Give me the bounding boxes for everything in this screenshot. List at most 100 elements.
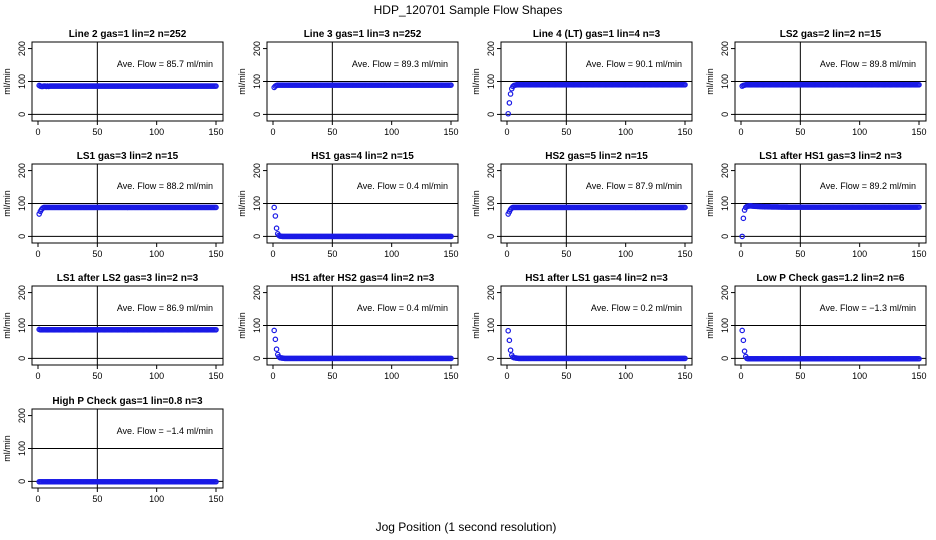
figure-xlabel: Jog Position (1 second resolution) [376, 520, 557, 534]
y-tick-label: 200 [17, 285, 27, 300]
data-point [681, 355, 687, 362]
y-tick-label: 100 [17, 318, 27, 333]
y-axis-label: ml/min [237, 190, 247, 217]
x-tick-label: 150 [911, 249, 926, 259]
y-tick-label: 100 [720, 74, 730, 89]
x-tick-label: 0 [270, 371, 275, 381]
x-tick-label: 0 [35, 371, 40, 381]
y-axis-label: ml/min [2, 312, 12, 339]
y-axis-label: ml/min [237, 68, 247, 95]
data-point [740, 215, 747, 222]
y-tick-label: 200 [252, 41, 262, 56]
data-point-trail [744, 81, 921, 88]
y-tick-label: 100 [252, 196, 262, 211]
y-tick-label: 0 [486, 112, 496, 117]
y-tick-label: 100 [17, 74, 27, 89]
x-tick-label: 150 [443, 127, 458, 137]
data-point [272, 336, 279, 343]
data-point [507, 347, 514, 353]
y-axis-label: ml/min [2, 190, 12, 217]
data-point [915, 204, 921, 210]
panel-title: HS2 gas=5 lin=2 n=15 [545, 151, 648, 162]
y-axis-label: ml/min [471, 68, 481, 95]
ave-flow-annotation: Ave. Flow = 89.8 ml/min [820, 59, 916, 69]
x-tick-label: 50 [561, 371, 571, 381]
y-axis-label: ml/min [705, 190, 715, 217]
ave-flow-annotation: Ave. Flow = 89.2 ml/min [820, 181, 916, 191]
data-point [506, 100, 513, 106]
data-point [271, 327, 277, 334]
x-tick-label: 100 [149, 127, 164, 137]
y-tick-label: 100 [17, 441, 27, 456]
figure-title: HDP_120701 Sample Flow Shapes [374, 3, 563, 17]
y-tick-label: 0 [17, 234, 27, 239]
data-point [505, 110, 511, 117]
y-tick-label: 200 [486, 163, 496, 178]
x-tick-label: 50 [327, 249, 337, 259]
x-tick-label: 0 [35, 249, 40, 259]
data-point [271, 204, 277, 211]
data-point [505, 327, 511, 334]
panel-title: LS1 after HS1 gas=3 lin=2 n=3 [759, 151, 902, 162]
data-point-trail [48, 83, 218, 89]
x-tick-label: 50 [795, 249, 805, 259]
y-tick-label: 0 [720, 356, 730, 361]
data-point [740, 337, 747, 344]
x-tick-label: 50 [92, 127, 102, 137]
x-tick-label: 0 [270, 249, 275, 259]
x-tick-label: 0 [738, 371, 743, 381]
x-tick-label: 50 [795, 371, 805, 381]
y-tick-label: 200 [720, 41, 730, 56]
y-axis-label: ml/min [2, 435, 12, 462]
x-tick-label: 0 [504, 127, 509, 137]
panel-9: LS1 after LS2 gas=3 lin=2 n=3 0 50 100 150 0 1… [2, 273, 224, 381]
data-point [915, 355, 921, 362]
x-tick-label: 50 [92, 371, 102, 381]
y-axis-label: ml/min [2, 68, 12, 95]
ave-flow-annotation: Ave. Flow = 0.4 ml/min [357, 181, 448, 191]
data-point [212, 83, 218, 89]
x-tick-label: 100 [149, 249, 164, 259]
data-point-trail [43, 204, 218, 211]
data-point [212, 478, 218, 485]
y-tick-label: 0 [17, 479, 27, 484]
y-tick-label: 100 [17, 196, 27, 211]
panel-title: HS1 gas=4 lin=2 n=15 [311, 151, 414, 162]
y-tick-label: 0 [720, 234, 730, 239]
x-tick-label: 0 [504, 249, 509, 259]
x-tick-label: 150 [677, 371, 692, 381]
panel-1: Line 2 gas=1 lin=2 n=252 0 50 100 150 0 100 200… [2, 29, 224, 137]
ave-flow-annotation: Ave. Flow = 85.7 ml/min [117, 59, 213, 69]
panel-13: High P Check gas=1 lin=0.8 n=3 0 50 100 150 0… [2, 396, 224, 504]
panel-12: Low P Check gas=1.2 lin=2 n=6 0 50 100 150 0 1… [705, 273, 927, 381]
x-tick-label: 0 [270, 127, 275, 137]
y-axis-label: ml/min [471, 312, 481, 339]
x-tick-label: 100 [852, 249, 867, 259]
panel-4: LS2 gas=2 lin=2 n=15 0 50 100 150 0 100 200 ml/m… [705, 29, 927, 137]
x-tick-label: 150 [911, 371, 926, 381]
data-point [506, 337, 513, 344]
data-point-trail [278, 233, 453, 240]
y-axis-label: ml/min [705, 68, 715, 95]
panels-group: Line 2 gas=1 lin=2 n=252 0 50 100 150 0 100 200… [2, 29, 927, 504]
ave-flow-annotation: Ave. Flow = −1.3 ml/min [820, 303, 916, 313]
data-point [681, 204, 687, 211]
x-tick-label: 0 [738, 127, 743, 137]
data-point [273, 346, 280, 353]
x-tick-label: 0 [35, 127, 40, 137]
x-tick-label: 50 [92, 494, 102, 504]
x-tick-label: 100 [852, 371, 867, 381]
panel-title: Line 2 gas=1 lin=2 n=252 [69, 29, 187, 40]
panel-title: LS2 gas=2 lin=2 n=15 [780, 29, 882, 40]
data-point-trail [512, 81, 687, 88]
x-tick-label: 50 [561, 249, 571, 259]
data-point [739, 233, 745, 240]
y-tick-label: 100 [486, 74, 496, 89]
data-point-trail [41, 478, 218, 485]
data-point-trail [512, 355, 687, 362]
panel-title: Low P Check gas=1.2 lin=2 n=6 [757, 273, 905, 284]
panel-6: HS1 gas=4 lin=2 n=15 0 50 100 150 0 100 200 ml/m… [237, 151, 459, 259]
data-point [212, 326, 218, 333]
x-tick-label: 100 [384, 127, 399, 137]
